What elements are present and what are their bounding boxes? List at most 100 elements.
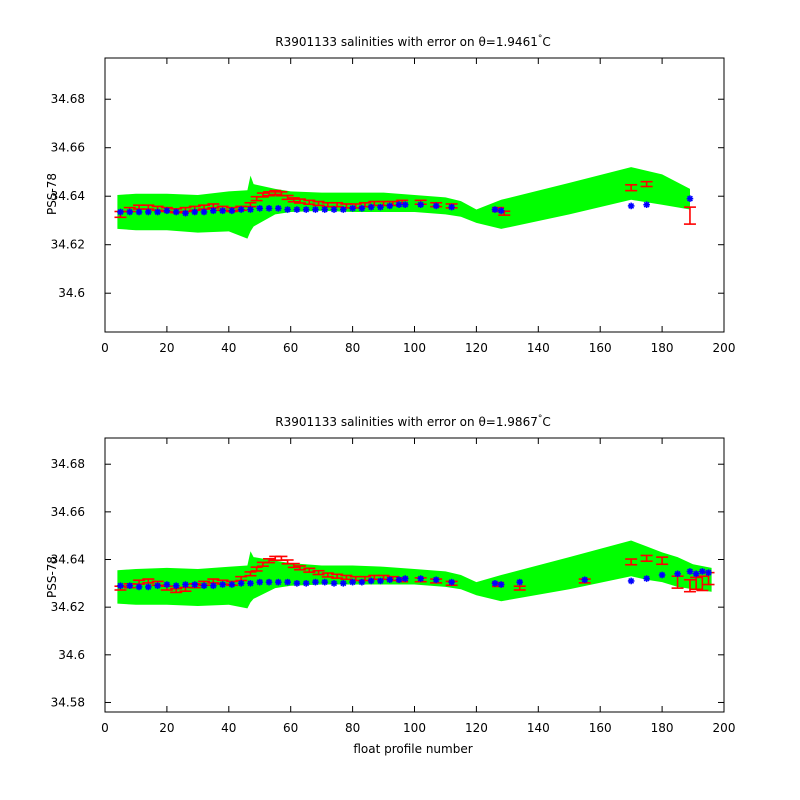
data-point-marker bbox=[417, 201, 424, 208]
x-axis-label-bottom: float profile number bbox=[353, 742, 472, 756]
error-bar-point bbox=[312, 200, 325, 207]
data-point-marker bbox=[658, 571, 666, 579]
x-tick-label: 60 bbox=[283, 721, 298, 735]
data-point-marker bbox=[237, 206, 245, 213]
y-tick-label: 34.6 bbox=[58, 286, 85, 300]
data-point-marker bbox=[581, 576, 589, 584]
chart-panel-bottom: R3901133 salinities with error on θ=1.98… bbox=[45, 414, 735, 756]
error-bar-point bbox=[303, 199, 316, 206]
data-point-marker bbox=[377, 203, 384, 211]
data-point-marker bbox=[358, 205, 366, 212]
x-tick-label: 60 bbox=[283, 341, 298, 355]
data-point-marker bbox=[349, 578, 356, 586]
data-point-marker bbox=[516, 578, 524, 586]
data-point-marker bbox=[302, 580, 310, 587]
data-point-marker bbox=[349, 205, 356, 212]
x-tick-label: 160 bbox=[589, 341, 612, 355]
x-tick-label: 200 bbox=[713, 341, 736, 355]
data-point-marker bbox=[182, 209, 189, 217]
data-point-marker bbox=[126, 582, 134, 590]
error-bar-point bbox=[312, 569, 325, 576]
data-point-marker bbox=[237, 580, 245, 587]
y-axis-label-top: PSS-78 bbox=[45, 173, 59, 215]
error-bar-point bbox=[263, 191, 276, 197]
data-point-marker bbox=[154, 582, 161, 590]
data-point-marker bbox=[275, 578, 282, 586]
data-point-marker bbox=[497, 581, 505, 588]
data-point-marker bbox=[172, 208, 180, 216]
x-tick-label: 0 bbox=[101, 341, 109, 355]
data-point-marker bbox=[491, 206, 499, 213]
data-point-marker bbox=[163, 581, 171, 588]
x-tick-label: 100 bbox=[403, 721, 426, 735]
data-point-marker bbox=[228, 207, 236, 215]
error-bar-point bbox=[331, 201, 344, 208]
y-tick-label: 34.68 bbox=[51, 92, 85, 106]
data-point-marker bbox=[145, 583, 152, 591]
data-point-marker bbox=[386, 576, 394, 584]
error-bar-point bbox=[321, 572, 334, 578]
data-point-marker bbox=[210, 582, 217, 590]
data-point-marker bbox=[395, 576, 403, 584]
y-tick-label: 34.58 bbox=[51, 695, 85, 709]
data-point-marker bbox=[247, 580, 254, 587]
error-bar-point bbox=[244, 571, 257, 577]
data-point-marker bbox=[627, 202, 635, 210]
data-point-marker bbox=[117, 582, 124, 590]
error-bar-point bbox=[683, 206, 696, 225]
data-point-marker bbox=[330, 206, 338, 213]
data-point-marker bbox=[448, 578, 455, 586]
error-bar-point bbox=[340, 574, 353, 581]
data-point-marker bbox=[126, 208, 134, 216]
data-point-marker bbox=[117, 208, 124, 216]
error-bar-point bbox=[256, 192, 269, 198]
data-point-marker bbox=[674, 570, 681, 578]
data-point-marker bbox=[275, 205, 282, 212]
data-point-marker bbox=[191, 581, 199, 588]
x-tick-label: 0 bbox=[101, 721, 109, 735]
data-point-marker bbox=[432, 202, 440, 210]
y-tick-label: 34.62 bbox=[51, 600, 85, 614]
error-bar-point bbox=[287, 197, 300, 203]
y-tick-label: 34.64 bbox=[51, 189, 85, 203]
data-point-marker bbox=[643, 575, 650, 582]
y-tick-label: 34.66 bbox=[51, 141, 85, 155]
data-point-marker bbox=[627, 577, 635, 585]
data-point-marker bbox=[265, 578, 273, 586]
data-point-marker bbox=[219, 581, 226, 588]
data-point-marker bbox=[284, 578, 291, 586]
data-point-marker bbox=[497, 207, 505, 215]
data-point-marker bbox=[265, 205, 273, 212]
data-point-marker bbox=[228, 581, 236, 588]
data-point-marker bbox=[686, 195, 694, 202]
error-bar-point bbox=[640, 180, 653, 188]
data-point-marker bbox=[448, 203, 455, 211]
error-bar-point bbox=[331, 573, 344, 579]
x-tick-label: 40 bbox=[221, 341, 236, 355]
error-bar-point bbox=[293, 565, 306, 571]
data-point-marker bbox=[293, 206, 301, 213]
x-tick-label: 180 bbox=[651, 341, 674, 355]
error-bar-point bbox=[263, 557, 276, 564]
x-tick-label: 200 bbox=[713, 721, 736, 735]
data-point-marker bbox=[401, 575, 409, 582]
data-point-marker bbox=[210, 207, 217, 215]
data-point-marker bbox=[643, 201, 650, 208]
data-point-marker bbox=[340, 580, 347, 587]
error-bar-point bbox=[625, 184, 638, 192]
data-point-marker bbox=[191, 208, 199, 216]
data-point-marker bbox=[686, 568, 694, 575]
data-point-marker bbox=[200, 582, 208, 590]
x-tick-label: 20 bbox=[159, 341, 174, 355]
error-bar-point bbox=[513, 585, 526, 591]
data-point-marker bbox=[293, 580, 301, 587]
data-point-marker bbox=[247, 206, 254, 213]
x-tick-label: 140 bbox=[527, 721, 550, 735]
error-bar-point bbox=[250, 566, 263, 572]
data-point-marker bbox=[705, 569, 712, 576]
data-point-marker bbox=[219, 207, 226, 215]
error-bar-point bbox=[142, 578, 155, 584]
y-axis-label-bottom: PSS-78 bbox=[45, 556, 59, 598]
error-bar-point bbox=[656, 556, 669, 566]
